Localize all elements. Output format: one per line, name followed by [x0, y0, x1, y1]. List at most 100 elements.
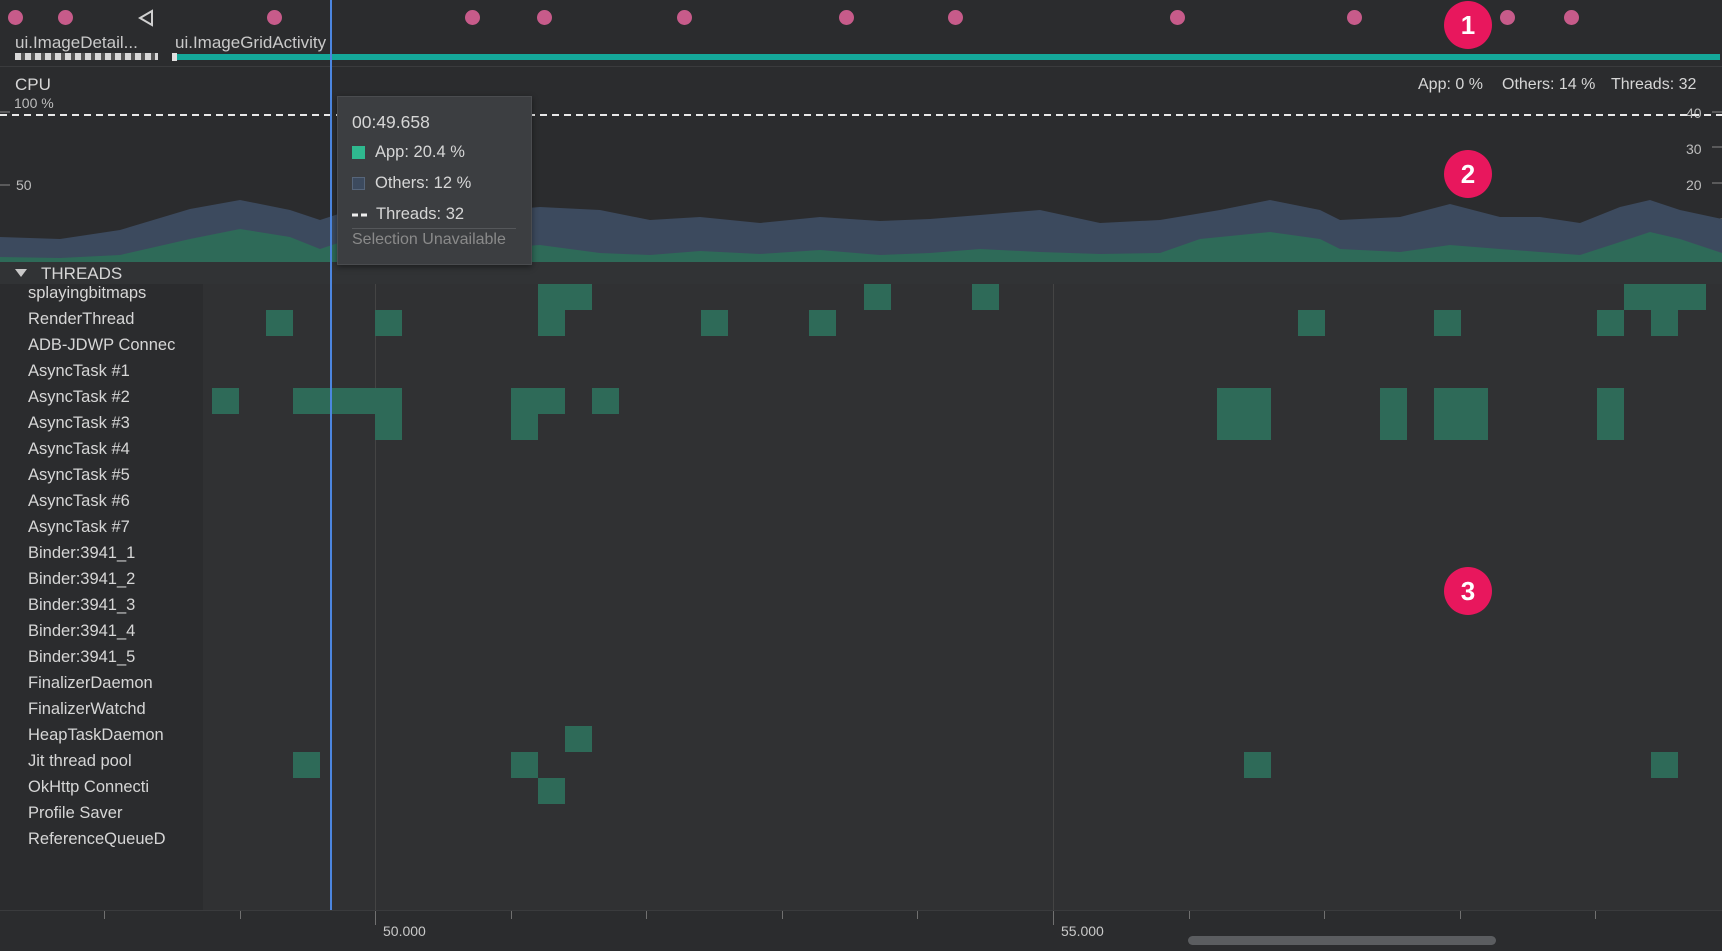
events-track: ui.ImageDetail... ui.ImageGridActivity	[0, 0, 1722, 67]
callout-badge: 3	[1444, 567, 1492, 615]
activity-bar-marker	[172, 53, 177, 61]
thread-name[interactable]: FinalizerWatchd	[28, 700, 146, 718]
thread-activity-track[interactable]	[203, 284, 1722, 910]
thread-name[interactable]: HeapTaskDaemon	[28, 726, 164, 744]
thread-name[interactable]: Jit thread pool	[28, 752, 132, 770]
thread-name[interactable]: AsyncTask #3	[28, 414, 130, 432]
grid-line	[1053, 284, 1054, 910]
thread-state-block[interactable]	[538, 284, 592, 310]
event-dot[interactable]	[58, 10, 73, 25]
time-axis[interactable]: 50.000 55.000	[0, 910, 1722, 951]
thread-state-block[interactable]	[1434, 310, 1461, 336]
time-label: 50.000	[383, 923, 426, 939]
thread-state-block[interactable]	[1244, 752, 1271, 778]
thread-state-block[interactable]	[1597, 310, 1624, 336]
thread-state-block[interactable]	[293, 388, 402, 414]
thread-name[interactable]: AsyncTask #2	[28, 388, 130, 406]
thread-name[interactable]: FinalizerDaemon	[28, 674, 153, 692]
tooltip-threads-row: Threads: 32	[352, 205, 464, 224]
tooltip-others-row: Others: 12 %	[352, 174, 471, 193]
threads-header[interactable]: THREADS	[0, 262, 1722, 284]
cpu-summary-app: App: 0 %	[1418, 76, 1483, 93]
cpu-title: CPU	[15, 75, 51, 94]
thread-state-block[interactable]	[538, 778, 565, 804]
thread-name[interactable]: AsyncTask #6	[28, 492, 130, 510]
tooltip-selection-note: Selection Unavailable	[352, 231, 506, 248]
thread-state-block[interactable]	[511, 752, 538, 778]
thread-state-block[interactable]	[511, 414, 538, 440]
thread-state-block[interactable]	[212, 388, 239, 414]
thread-state-block[interactable]	[375, 310, 402, 336]
thread-name-list: splayingbitmaps RenderThread ADB-JDWP Co…	[0, 284, 203, 910]
thread-state-block[interactable]	[1651, 752, 1678, 778]
collapse-arrow-icon[interactable]	[15, 268, 27, 278]
threads-title: THREADS	[41, 264, 123, 283]
thread-state-block[interactable]	[565, 726, 592, 752]
activity-bar[interactable]	[172, 54, 1720, 60]
event-dot[interactable]	[8, 10, 23, 25]
event-dot[interactable]	[465, 10, 480, 25]
horizontal-scrollbar[interactable]	[1188, 936, 1496, 945]
thread-name[interactable]: AsyncTask #7	[28, 518, 130, 536]
thread-state-block[interactable]	[1597, 388, 1624, 440]
thread-name[interactable]: Binder:3941_3	[28, 596, 136, 614]
thread-state-block[interactable]	[1380, 388, 1407, 440]
playhead-line[interactable]	[330, 0, 332, 910]
thread-name[interactable]: ReferenceQueueD	[28, 830, 166, 848]
y-axis-label-left: 100 %	[14, 95, 54, 111]
y-axis-label-right: 40	[1686, 105, 1702, 121]
thread-state-block[interactable]	[1434, 388, 1488, 440]
event-dot[interactable]	[537, 10, 552, 25]
thread-name[interactable]: RenderThread	[28, 310, 135, 328]
thread-state-block[interactable]	[1217, 388, 1271, 440]
event-dot[interactable]	[1564, 10, 1579, 25]
thread-name[interactable]: AsyncTask #4	[28, 440, 130, 458]
tooltip-threads: Threads: 32	[376, 205, 465, 223]
thread-state-block[interactable]	[592, 388, 619, 414]
event-dot[interactable]	[267, 10, 282, 25]
thread-name[interactable]: Profile Saver	[28, 804, 123, 822]
thread-state-block[interactable]	[972, 284, 999, 310]
y-axis-label-right: 20	[1686, 177, 1702, 193]
thread-state-block[interactable]	[809, 310, 836, 336]
thread-name[interactable]: splayingbitmaps	[28, 284, 147, 302]
activity-bar[interactable]	[15, 53, 158, 60]
tooltip-time: 00:49.658	[352, 112, 430, 132]
cpu-summary-threads: Threads: 32	[1611, 76, 1697, 93]
time-label: 55.000	[1061, 923, 1104, 939]
thread-name[interactable]: OkHttp Connecti	[28, 778, 150, 796]
thread-name[interactable]: ADB-JDWP Connec	[28, 336, 176, 354]
activity-label[interactable]: ui.ImageGridActivity	[175, 33, 327, 52]
activity-label[interactable]: ui.ImageDetail...	[15, 33, 138, 52]
thread-name[interactable]: AsyncTask #5	[28, 466, 130, 484]
thread-name[interactable]: Binder:3941_5	[28, 648, 136, 666]
event-dot[interactable]	[677, 10, 692, 25]
thread-state-block[interactable]	[293, 752, 320, 778]
event-dot[interactable]	[839, 10, 854, 25]
y-axis-label-left: 50	[16, 177, 32, 193]
tooltip-others: Others: 12 %	[375, 174, 472, 192]
others-swatch-icon	[352, 177, 365, 190]
thread-state-block[interactable]	[538, 310, 565, 336]
thread-state-block[interactable]	[1624, 284, 1706, 310]
event-dot[interactable]	[1347, 10, 1362, 25]
event-dot[interactable]	[948, 10, 963, 25]
thread-state-block[interactable]	[864, 284, 891, 310]
thread-state-block[interactable]	[1298, 310, 1325, 336]
thread-name[interactable]: Binder:3941_2	[28, 570, 136, 588]
thread-state-block[interactable]	[266, 310, 293, 336]
thread-state-block[interactable]	[375, 414, 402, 440]
thread-state-block[interactable]	[1651, 310, 1678, 336]
dashed-line-icon	[352, 213, 368, 216]
callout-badge: 1	[1444, 1, 1492, 49]
event-dot[interactable]	[1500, 10, 1515, 25]
thread-state-block[interactable]	[701, 310, 728, 336]
tooltip-divider	[352, 228, 516, 229]
thread-name[interactable]: AsyncTask #1	[28, 362, 130, 380]
back-navigation-icon[interactable]	[137, 9, 155, 27]
thread-name[interactable]: Binder:3941_4	[28, 622, 136, 640]
thread-state-block[interactable]	[511, 388, 565, 414]
event-dot[interactable]	[1170, 10, 1185, 25]
y-axis-label-right: 30	[1686, 141, 1702, 157]
thread-name[interactable]: Binder:3941_1	[28, 544, 136, 562]
